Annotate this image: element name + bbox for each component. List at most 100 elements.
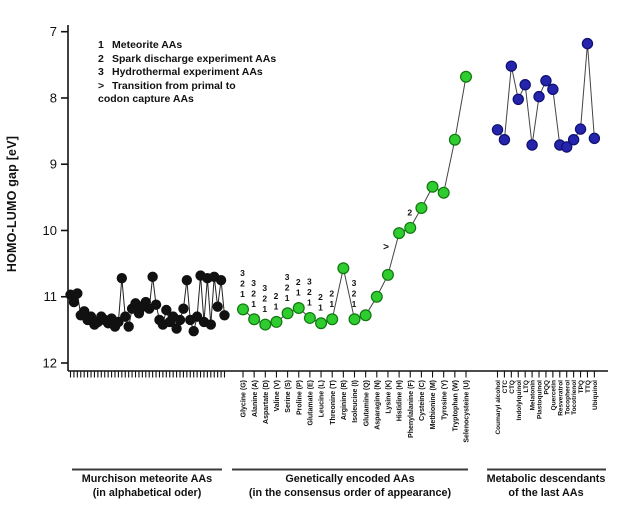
x-tick-label: Phenylalanine (F)	[408, 380, 415, 438]
data-point	[404, 221, 417, 234]
y-tick-label: 9	[50, 157, 57, 172]
x-tick-label: Valine (V)	[274, 380, 281, 412]
x-tick-label: Isoleucine (I)	[352, 380, 359, 423]
origin-annotation: 2	[296, 277, 301, 287]
data-point	[219, 310, 230, 321]
data-point	[437, 186, 450, 199]
x-tick-label: TPQ	[578, 380, 585, 393]
x-tick-label: Selenocysteine (U)	[464, 380, 471, 443]
origin-annotation: 3	[240, 268, 245, 278]
origin-annotation: 1	[240, 289, 245, 299]
y-tick-label: 8	[50, 90, 57, 105]
y-tick-label: 12	[43, 356, 57, 371]
legend-row-0: 1 Meteorite AAs	[98, 39, 276, 53]
data-point	[161, 304, 172, 316]
data-point	[567, 134, 580, 146]
x-tick-label: Tryptophan (W)	[452, 380, 459, 431]
legend-text: Transition from primal to	[112, 79, 236, 92]
data-point	[78, 306, 90, 317]
origin-annotation: 3	[352, 278, 357, 288]
data-point	[547, 83, 559, 96]
data-point	[178, 303, 189, 314]
group-label-genetic: Genetically encoded AAs (in the consensu…	[220, 473, 480, 500]
group-label-line2: (in the consensus order of appearance)	[248, 486, 452, 499]
origin-annotation: 2	[407, 207, 412, 217]
legend-row-4: codon capture AAs	[98, 93, 276, 107]
data-point	[174, 314, 186, 326]
x-tick-label: Arginine (R)	[341, 380, 348, 420]
data-point	[393, 227, 406, 240]
legend-text: codon capture AAs	[98, 93, 194, 105]
x-tick-label: Histidine (H)	[397, 380, 404, 421]
origin-annotation: 1	[296, 288, 301, 298]
group-label-line1: Murchison meteorite AAs	[81, 473, 213, 485]
x-tick-label: PQQ	[544, 380, 551, 394]
legend-text: Spark discharge experiment AAs	[112, 52, 277, 65]
x-tick-label: Leucine (L)	[319, 380, 326, 417]
data-point	[448, 133, 461, 146]
chart-legend: 1 Meteorite AAs 2 Spark discharge experimen…	[98, 39, 276, 107]
origin-annotation: 1	[251, 299, 256, 309]
origin-annotation: 2	[307, 287, 312, 297]
x-tick-label: Resveratrol	[557, 380, 564, 416]
data-point	[191, 311, 203, 322]
origin-annotation: 2	[274, 291, 279, 301]
data-point	[72, 288, 83, 299]
data-point	[120, 311, 131, 322]
data-point	[519, 79, 531, 91]
legend-text: Meteorite AAs	[112, 39, 183, 51]
x-tick-label: Glycine (G)	[241, 380, 248, 417]
data-point	[303, 311, 316, 324]
legend-row-3: > Transition from primal to	[98, 80, 276, 94]
data-point	[147, 271, 158, 283]
legend-text: Hydrothermal experiment AAs	[112, 66, 263, 78]
y-tick-label: 11	[44, 289, 58, 304]
data-point	[581, 37, 594, 50]
x-tick-label: Coumaryl alcohol	[495, 380, 502, 435]
origin-annotation: 1	[285, 293, 290, 303]
group-label-line1: Genetically encoded AAs	[285, 473, 415, 485]
origin-annotation: 1	[329, 299, 334, 309]
data-point	[533, 90, 545, 103]
data-point	[171, 323, 182, 334]
data-point	[281, 307, 294, 320]
x-tick-label: Glutamate (E)	[308, 380, 315, 426]
data-point	[212, 301, 223, 312]
data-point	[150, 299, 162, 310]
origin-annotation: 2	[329, 288, 334, 298]
x-tick-label: Methionine (M)	[430, 380, 437, 429]
origin-annotation: 3	[307, 276, 312, 286]
origin-annotation: 2	[285, 282, 290, 292]
data-point	[188, 325, 199, 337]
x-tick-label: Quercetin	[550, 380, 557, 410]
legend-row-2: 3 Hydrothermal experiment AAs	[98, 66, 276, 80]
data-point	[237, 303, 250, 316]
origin-annotation: 2	[318, 292, 323, 302]
data-point	[415, 201, 428, 214]
data-point	[381, 268, 394, 281]
origin-annotation: 3	[285, 272, 290, 282]
x-tick-label: Tocotrienol	[571, 380, 578, 415]
data-point	[205, 319, 217, 330]
legend-key: 2	[98, 52, 104, 65]
data-point	[116, 272, 128, 284]
x-tick-label: Asparagine (N)	[374, 380, 381, 430]
origin-annotation: 1	[262, 304, 267, 314]
data-point	[574, 123, 587, 135]
data-point	[270, 315, 283, 328]
group-label-line2: of the last AAs	[508, 486, 584, 499]
legend-key: >	[98, 79, 105, 92]
x-tick-label: Plastoquinol	[537, 380, 544, 419]
origin-annotation: 1	[352, 299, 357, 309]
origin-annotation: 1	[307, 297, 312, 307]
data-point	[540, 75, 552, 87]
x-tick-label: Aspartate (D)	[263, 380, 270, 424]
legend-key: 1	[98, 39, 104, 51]
origin-annotation: 2	[240, 278, 245, 288]
x-tick-label: Ubiquinol	[592, 380, 599, 410]
data-point	[337, 262, 350, 275]
x-tick-label: Alanine (A)	[252, 380, 259, 417]
data-point	[259, 318, 272, 331]
origin-annotation: 2	[352, 288, 357, 298]
